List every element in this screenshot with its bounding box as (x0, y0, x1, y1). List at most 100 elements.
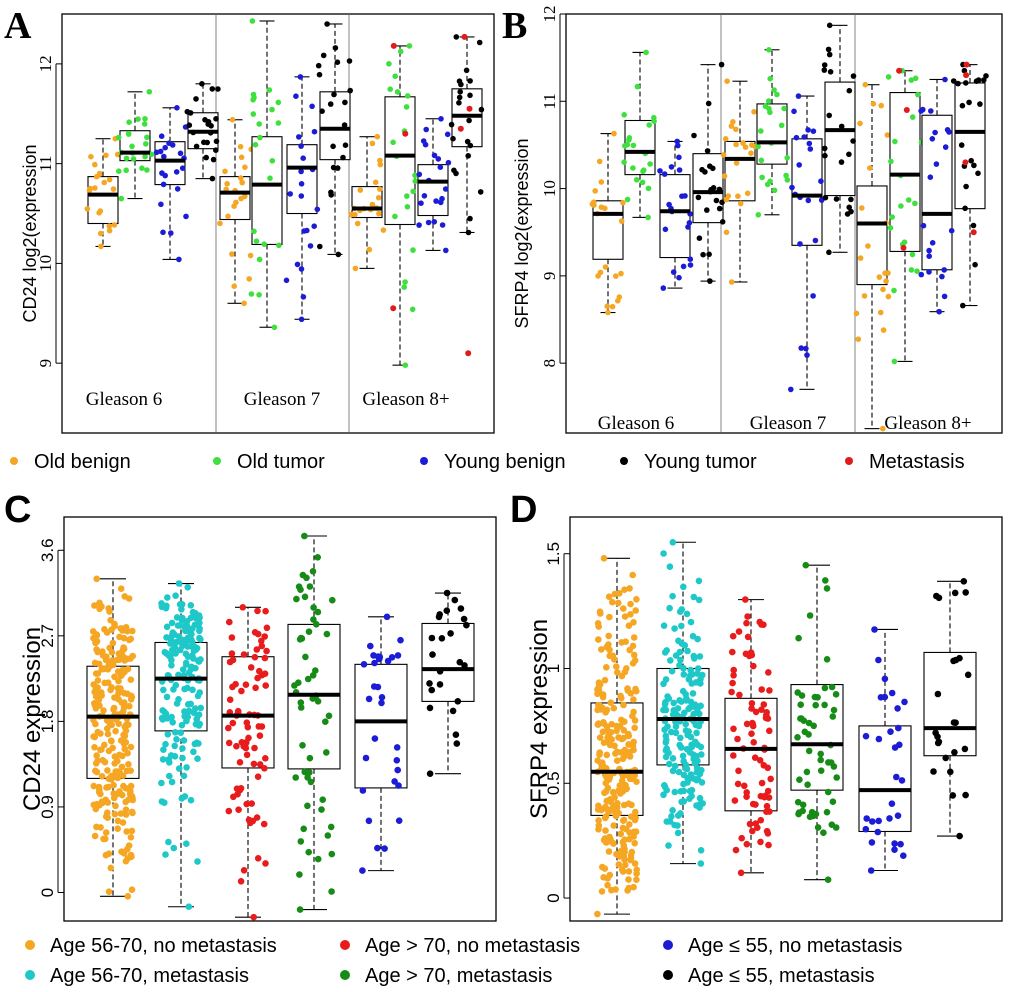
data-point (256, 292, 262, 298)
data-point (592, 188, 598, 194)
data-point (463, 67, 470, 74)
box-body (624, 119, 656, 176)
data-point (823, 585, 831, 592)
data-points (918, 76, 955, 315)
legend-dot (10, 457, 18, 465)
data-point (102, 851, 110, 859)
data-point (251, 629, 259, 636)
data-point (378, 694, 386, 701)
data-point (185, 903, 193, 910)
data-point (676, 648, 684, 656)
data-point (750, 739, 757, 746)
data-point (821, 701, 828, 709)
data-point (142, 116, 148, 122)
metastasis-point (402, 130, 409, 137)
data-point (163, 602, 170, 610)
data-point (404, 93, 411, 99)
data-point (877, 694, 885, 701)
data-point (604, 303, 610, 310)
box-body (384, 96, 416, 226)
data-point (182, 661, 190, 668)
data-point (645, 214, 651, 221)
data-point (376, 653, 384, 661)
data-point (370, 683, 378, 690)
data-point (926, 269, 932, 275)
data-point (365, 695, 373, 703)
data-point (767, 109, 773, 116)
data-point (898, 203, 904, 209)
data-point (823, 656, 831, 663)
data-point (222, 168, 228, 175)
data-point (886, 815, 893, 822)
data-point (795, 93, 802, 99)
data-point (263, 624, 271, 632)
data-point (190, 655, 197, 662)
data-point (254, 607, 261, 615)
data-point (607, 798, 615, 806)
data-point (865, 243, 871, 249)
data-point (867, 867, 875, 874)
box-body (592, 200, 624, 260)
data-point (129, 627, 136, 635)
data-point (707, 278, 713, 284)
data-point (694, 665, 702, 672)
data-point (253, 238, 260, 244)
data-point (600, 555, 608, 562)
legend-label: Age ≤ 55, metastasis (688, 965, 875, 987)
data-point (384, 657, 392, 665)
data-point (728, 123, 735, 129)
data-point (406, 43, 413, 49)
box-body (856, 185, 888, 286)
data-point (766, 808, 773, 815)
data-point (829, 798, 837, 805)
data-point (187, 666, 195, 673)
data-points (359, 613, 404, 874)
data-point (178, 795, 186, 802)
data-point (123, 828, 130, 835)
data-point (908, 77, 915, 83)
panel-b: 8 9 10 11 12 SFRP4 log2(expression Gleason 6 Gl… (512, 6, 1003, 434)
data-point (598, 179, 605, 185)
data-point (598, 646, 605, 653)
data-point (741, 782, 748, 790)
data-point (104, 767, 111, 774)
data-point (416, 171, 423, 178)
data-point (340, 154, 346, 161)
data-point (889, 214, 895, 220)
data-point (805, 747, 813, 755)
y-tick-label: 1.5 (544, 542, 563, 566)
data-point (429, 651, 436, 658)
data-point (229, 251, 235, 257)
legend-item: Age 56-70, metastasis (25, 965, 249, 987)
data-point (106, 227, 113, 234)
data-point (893, 773, 900, 781)
data-point (693, 764, 701, 772)
data-point (103, 717, 111, 724)
data-point (605, 309, 611, 316)
data-point (663, 745, 670, 752)
data-point (119, 646, 127, 654)
data-point (812, 237, 819, 244)
data-point (687, 262, 694, 268)
data-points (158, 580, 205, 910)
data-point (822, 152, 828, 159)
data-point (610, 656, 618, 663)
data-point (197, 704, 205, 712)
data-point (621, 613, 629, 620)
data-point (620, 816, 628, 824)
data-point (237, 878, 245, 885)
data-point (397, 48, 404, 55)
data-point (610, 704, 618, 712)
data-point (880, 425, 886, 432)
data-point (626, 835, 633, 843)
data-point (116, 168, 122, 174)
data-point (942, 76, 948, 83)
data-point (918, 271, 925, 278)
data-point (241, 300, 247, 307)
data-point (309, 103, 315, 110)
data-point (236, 759, 244, 766)
data-point (125, 130, 132, 137)
data-point (187, 700, 194, 708)
data-point (95, 788, 103, 796)
data-point (304, 802, 311, 810)
